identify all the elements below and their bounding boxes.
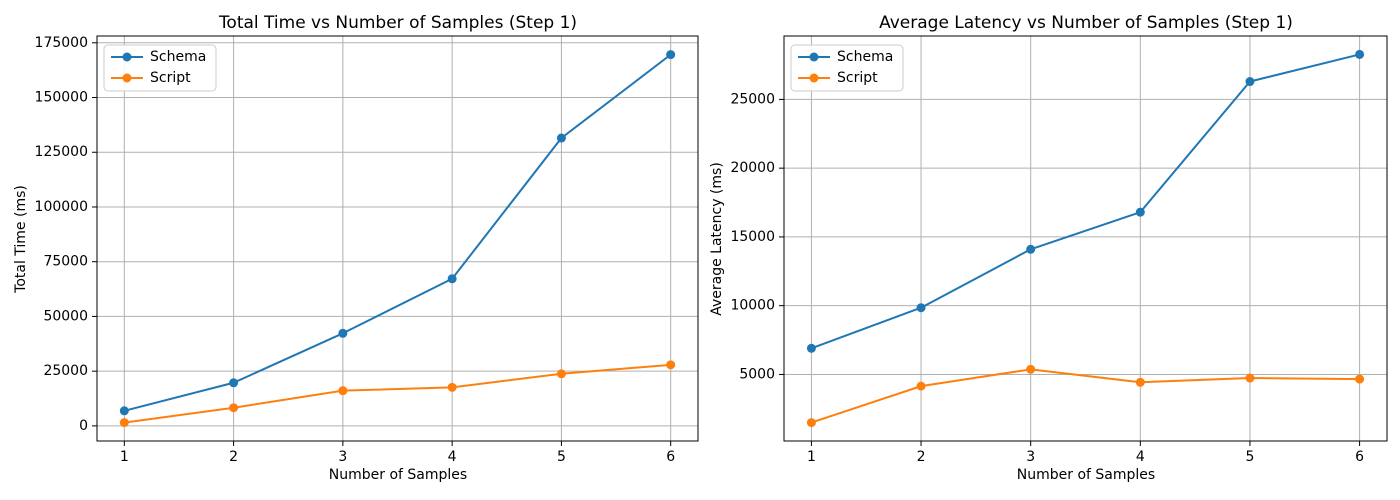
series-schema-marker bbox=[229, 378, 239, 388]
legend-schema-label: Schema bbox=[837, 49, 893, 65]
x-tick-label: 6 bbox=[666, 449, 675, 465]
series-script-marker bbox=[1135, 377, 1145, 387]
series-script-marker bbox=[556, 369, 566, 379]
total-time-plot: 1 2 3 4 5 6 0 25000 50000 75000 100000 125000 150000… bbox=[35, 35, 699, 465]
series-script-marker bbox=[806, 418, 816, 428]
legend: Schema Script bbox=[790, 44, 904, 92]
plot-border bbox=[96, 35, 699, 442]
legend-schema-marker bbox=[122, 52, 132, 62]
x-axis-label: Number of Samples bbox=[1016, 467, 1156, 483]
series-script-line bbox=[124, 363, 671, 424]
y-tick-label: 75000 bbox=[43, 254, 88, 270]
series-schema-marker bbox=[916, 303, 926, 313]
x-tick-label: 2 bbox=[229, 449, 238, 465]
series-schema-line bbox=[811, 53, 1360, 350]
legend-schema-marker bbox=[809, 52, 819, 62]
x-tick-label: 5 bbox=[557, 449, 566, 465]
y-tick-label: 25000 bbox=[730, 91, 775, 107]
y-tick-label: 150000 bbox=[35, 90, 88, 106]
series-schema-marker bbox=[666, 50, 676, 60]
y-axis-label: Average Latency (ms) bbox=[709, 162, 725, 316]
series-script-marker bbox=[1026, 364, 1036, 374]
x-tick-label: 4 bbox=[448, 449, 457, 465]
average-latency-plot: 1 2 3 4 5 6 5000 10000 15000 20000 25000 Schema Scri… bbox=[730, 35, 1388, 465]
series-schema-marker bbox=[338, 328, 348, 338]
legend-script-label: Script bbox=[837, 70, 878, 86]
series-schema-marker bbox=[806, 343, 816, 353]
legend-script-marker bbox=[809, 73, 819, 83]
x-tick-label: 2 bbox=[917, 449, 926, 465]
series-script-line bbox=[811, 368, 1360, 424]
y-tick-label: 15000 bbox=[730, 229, 775, 245]
series-schema-marker bbox=[1245, 77, 1255, 87]
x-tick-label: 3 bbox=[338, 449, 347, 465]
legend-schema-label: Schema bbox=[150, 49, 206, 65]
y-tick-label: 10000 bbox=[730, 298, 775, 314]
legend-script-marker bbox=[122, 73, 132, 83]
chart-average-latency: 1 2 3 4 5 6 5000 10000 15000 20000 25000 Schema Scri… bbox=[700, 0, 1400, 500]
x-tick-label: 1 bbox=[120, 449, 129, 465]
series-schema-marker bbox=[1026, 244, 1036, 254]
x-tick-label: 1 bbox=[807, 449, 816, 465]
chart-title: Total Time vs Number of Samples (Step 1) bbox=[218, 13, 578, 33]
series-schema-line bbox=[124, 53, 672, 412]
series-script-marker bbox=[1245, 373, 1255, 383]
series-script-marker bbox=[229, 403, 239, 413]
chart-total-time: 1 2 3 4 5 6 0 25000 50000 75000 100000 125000 150000… bbox=[13, 13, 699, 483]
y-tick-label: 100000 bbox=[35, 199, 88, 215]
x-tick-label: 6 bbox=[1355, 449, 1364, 465]
series-schema-marker bbox=[556, 133, 566, 143]
x-tick-label: 3 bbox=[1026, 449, 1035, 465]
series-script-marker bbox=[1355, 374, 1365, 384]
series-script-marker bbox=[666, 360, 676, 370]
series-script-marker bbox=[119, 418, 129, 428]
y-tick-label: 175000 bbox=[35, 35, 88, 51]
y-tick-label: 5000 bbox=[739, 366, 775, 382]
plot-border bbox=[783, 35, 1388, 442]
series-schema-marker bbox=[447, 274, 457, 284]
x-axis-label: Number of Samples bbox=[328, 467, 468, 483]
series-script-marker bbox=[916, 381, 926, 391]
y-tick-label: 20000 bbox=[730, 160, 775, 176]
series-schema-marker bbox=[1355, 49, 1365, 59]
series-script-marker bbox=[338, 386, 348, 396]
series-schema-marker bbox=[1135, 207, 1145, 217]
series-schema-marker bbox=[119, 406, 129, 416]
y-tick-label: 50000 bbox=[43, 308, 88, 324]
legend: Schema Script bbox=[103, 44, 217, 92]
y-tick-label: 125000 bbox=[35, 144, 88, 160]
series-script-marker bbox=[447, 382, 457, 392]
y-axis-label: Total Time (ms) bbox=[13, 185, 29, 293]
y-tick-label: 25000 bbox=[43, 363, 88, 379]
legend-script-label: Script bbox=[150, 70, 191, 86]
chart-title: Average Latency vs Number of Samples (St… bbox=[879, 13, 1293, 33]
x-tick-label: 5 bbox=[1245, 449, 1254, 465]
x-tick-label: 4 bbox=[1136, 449, 1145, 465]
y-tick-label: 0 bbox=[79, 418, 88, 434]
